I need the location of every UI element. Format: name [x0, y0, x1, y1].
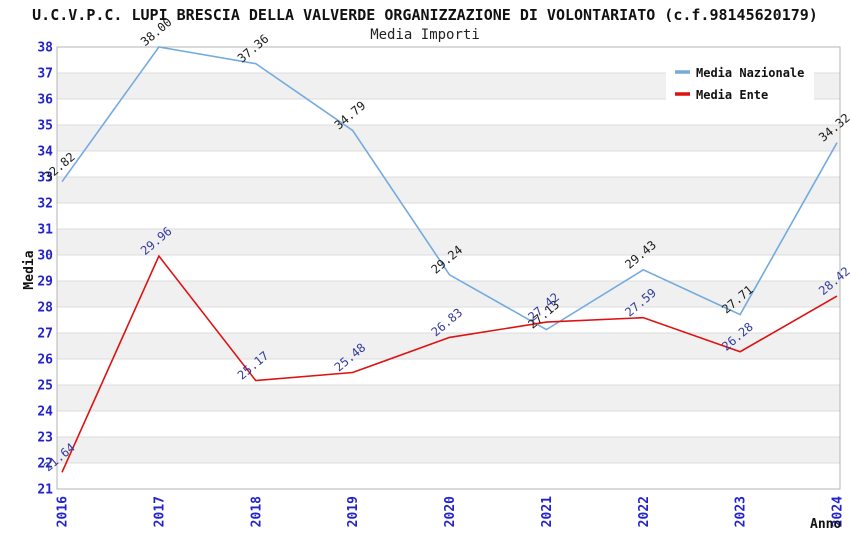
y-tick-label: 26 [37, 353, 53, 368]
y-tick-label: 32 [37, 197, 53, 212]
band-row [57, 177, 840, 203]
legend: Media Nazionale Media Ente [666, 56, 814, 104]
y-tick-label: 36 [37, 93, 53, 108]
legend-label-media-nazionale: Media Nazionale [696, 66, 804, 80]
y-tick-label: 25 [37, 379, 53, 394]
x-tick-label: 2022 [637, 496, 652, 527]
plot-border [56, 46, 841, 490]
band-row [57, 125, 840, 151]
y-tick-label: 28 [37, 301, 53, 316]
y-tick-label: 22 [37, 457, 53, 472]
x-tick-label: 2019 [346, 496, 361, 527]
x-axis-title: Anno [810, 517, 841, 532]
series-line-media-ente [61, 254, 838, 473]
x-tick-label: 2020 [443, 496, 458, 527]
y-tick-label: 23 [37, 431, 53, 446]
x-tick-label: 2018 [249, 496, 264, 527]
x-tick-label: 2021 [540, 496, 555, 527]
chart-title: U.C.V.P.C. LUPI BRESCIA DELLA VALVERDE O… [32, 6, 818, 24]
x-tick-label: 2023 [734, 496, 749, 527]
y-tick-label: 35 [37, 119, 53, 134]
y-tick-label: 27 [37, 327, 53, 342]
y-axis-title: Media [22, 250, 37, 289]
y-tick-label: 38 [37, 41, 53, 56]
y-tick-label: 30 [37, 249, 53, 264]
y-tick-label: 37 [37, 67, 53, 82]
data-label-media-nazionale: 38.00 [138, 15, 175, 49]
y-tick-label: 34 [37, 145, 53, 160]
band-row [57, 385, 840, 411]
band-row [57, 437, 840, 463]
chart-generated-layer: 21 22 23 24 25 26 27 28 29 30 31 32 33 34 35 36 37 38 2016… [37, 15, 850, 527]
chart-subtitle: Media Importi [370, 27, 480, 43]
y-tick-label: 33 [37, 171, 53, 186]
y-tick-label: 29 [37, 275, 53, 290]
x-tick-label: 2016 [56, 496, 71, 527]
x-tick-label: 2024 [831, 496, 846, 527]
y-tick-label: 31 [37, 223, 53, 238]
x-tick-label: 2017 [152, 496, 167, 527]
legend-box [666, 56, 814, 104]
y-tick-label: 21 [37, 483, 53, 498]
legend-label-media-ente: Media Ente [696, 88, 768, 102]
y-tick-label: 24 [37, 405, 53, 420]
band-row [57, 229, 840, 255]
data-label-media-nazionale: 37.36 [235, 32, 272, 66]
series-line-media-nazionale [61, 46, 838, 331]
